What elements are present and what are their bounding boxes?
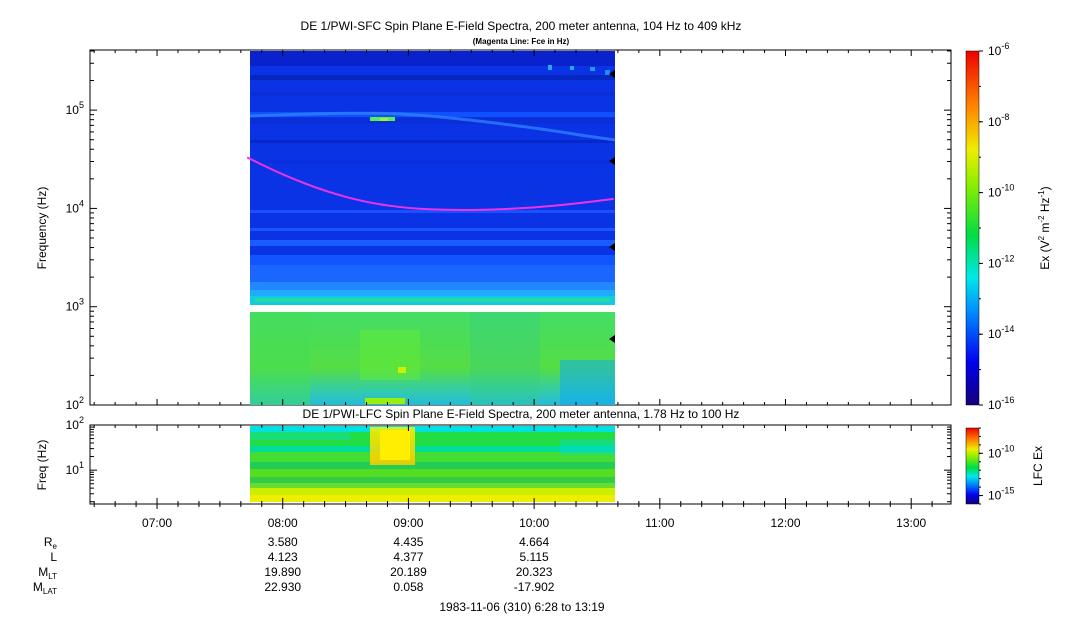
colorbar-tick-label: 10-12 bbox=[988, 253, 1014, 270]
lfc-colorbar-label: LFC Ex bbox=[1031, 446, 1045, 486]
ephemeris-table: Re 3.580 4.435 4.664 L 4.123 4.377 5.115 MLT 19.8… bbox=[33, 535, 555, 596]
time-tick-label: 07:00 bbox=[142, 516, 172, 530]
sfc-y-axis-label: Frequency (Hz) bbox=[35, 187, 49, 270]
ephemeris-value: 4.123 bbox=[268, 550, 298, 564]
sfc-y-tick-label: 102 bbox=[66, 395, 84, 412]
time-tick-label: 09:00 bbox=[393, 516, 423, 530]
colorbar-tick-label: 10-16 bbox=[988, 395, 1014, 412]
time-tick-label: 11:00 bbox=[645, 516, 674, 530]
sfc-colorbar-gradient bbox=[965, 50, 980, 406]
lfc-y-axis-label: Freq (Hz) bbox=[35, 440, 49, 491]
time-tick-label: 13:00 bbox=[896, 516, 926, 530]
ephemeris-row-label: L bbox=[50, 550, 57, 564]
time-tick-label: 08:00 bbox=[268, 516, 298, 530]
ephemeris-row-label: MLT bbox=[38, 565, 57, 581]
lfc-panel: 101 102 Freq (Hz) bbox=[35, 415, 952, 505]
ephemeris-row-label: Re bbox=[44, 535, 58, 551]
colorbar-tick-label: 10-10 bbox=[988, 443, 1014, 460]
sfc-spectrogram-image bbox=[249, 51, 616, 405]
sfc-colorbar-ticks: 10-6 10-8 10-10 10-12 10-14 10-16 bbox=[979, 41, 1014, 412]
ephemeris-value: 4.664 bbox=[519, 535, 549, 549]
sfc-panel: 102 103 104 105 Frequency (Hz) bbox=[35, 49, 952, 412]
colorbar-tick-label: 10-15 bbox=[988, 486, 1014, 503]
lfc-colorbar: 10-10 10-15 LFC Ex bbox=[965, 427, 1045, 505]
time-tick-label: 12:00 bbox=[770, 516, 800, 530]
ephemeris-value: 20.323 bbox=[516, 565, 553, 579]
fce-line bbox=[246, 156, 614, 211]
lfc-y-tick-label: 101 bbox=[66, 460, 84, 477]
colorbar-tick-label: 10-14 bbox=[988, 324, 1014, 341]
ephemeris-value: 5.115 bbox=[520, 550, 549, 564]
sfc-colorbar-label: Ex (V2 m-2 Hz-1) bbox=[1037, 186, 1052, 269]
time-tick-label: 10:00 bbox=[519, 516, 549, 530]
ephemeris-value: 19.890 bbox=[264, 565, 301, 579]
colorbar-tick-label: 10-8 bbox=[988, 112, 1009, 129]
sfc-y-tick-label: 105 bbox=[66, 100, 84, 117]
time-range-footer: 1983-11-06 (310) 6:28 to 13:19 bbox=[439, 600, 605, 614]
sfc-y-axis: 102 103 104 105 bbox=[66, 50, 951, 412]
ephemeris-value: -17.902 bbox=[514, 580, 555, 594]
lfc-colorbar-ticks: 10-10 10-15 bbox=[979, 427, 1014, 505]
ephemeris-value: 0.058 bbox=[393, 580, 423, 594]
sfc-title: DE 1/PWI-SFC Spin Plane E-Field Spectra,… bbox=[301, 19, 742, 33]
lfc-spectrogram-image bbox=[250, 426, 615, 502]
ephemeris-value: 20.189 bbox=[390, 565, 427, 579]
lfc-title: DE 1/PWI-LFC Spin Plane E-Field Spectra,… bbox=[303, 407, 740, 421]
lfc-y-axis: 101 102 bbox=[66, 415, 951, 503]
ephemeris-value: 3.580 bbox=[268, 535, 298, 549]
colorbar-tick-label: 10-6 bbox=[988, 41, 1009, 58]
sfc-colorbar: 10-6 10-8 10-10 10-12 10-14 10-16 Ex (V2 m-2 … bbox=[965, 41, 1052, 412]
colorbar-tick-label: 10-10 bbox=[988, 183, 1014, 200]
time-axis: 07:00 08:00 09:00 10:00 11:00 12:00 13:00 bbox=[93, 50, 933, 530]
ephemeris-row-label: MLAT bbox=[33, 580, 57, 596]
sfc-y-tick-label: 104 bbox=[66, 198, 84, 215]
ephemeris-value: 4.435 bbox=[393, 535, 423, 549]
sfc-y-tick-label: 103 bbox=[66, 297, 84, 314]
lfc-y-tick-label: 102 bbox=[66, 415, 84, 432]
lfc-colorbar-gradient bbox=[965, 427, 980, 505]
sfc-subtitle: (Magenta Line: Fce in Hz) bbox=[473, 37, 570, 46]
ephemeris-value: 22.930 bbox=[264, 580, 301, 594]
ephemeris-value: 4.377 bbox=[393, 550, 423, 564]
